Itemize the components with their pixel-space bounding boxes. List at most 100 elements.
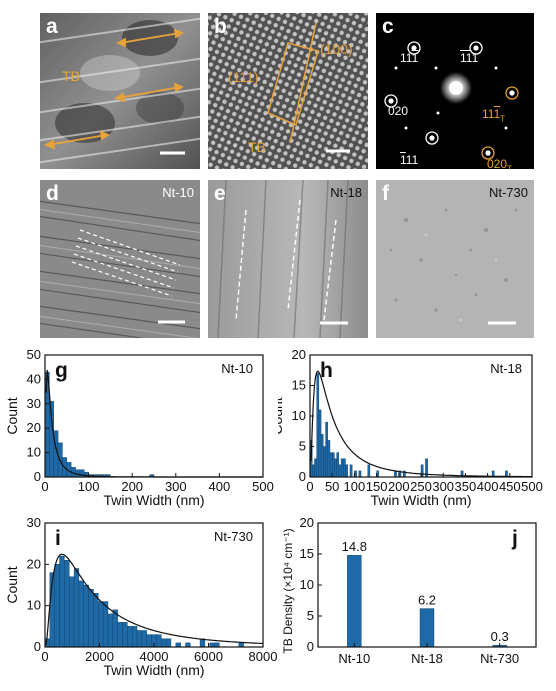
micrograph-d-image — [40, 180, 200, 338]
y-tick-label: 15 — [300, 546, 314, 561]
histogram-bar — [73, 568, 80, 648]
histogram-bar — [334, 458, 337, 478]
x-tick-label: 0 — [41, 479, 48, 494]
x-tick-label: 500 — [252, 479, 274, 494]
tb-label-b: TB — [248, 139, 266, 155]
panel-label-e: e — [214, 182, 226, 205]
histogram-bar — [98, 601, 104, 648]
histogram-bar — [325, 421, 328, 478]
histogram-bar — [358, 470, 362, 478]
sample-tag-g: Nt-10 — [221, 361, 253, 376]
histogram-bar — [323, 446, 326, 478]
sample-tag-f: Nt-730 — [488, 185, 528, 200]
histogram-bar — [44, 638, 51, 648]
spot-label: 111 — [400, 153, 419, 167]
plot-frame — [44, 354, 264, 478]
panel-label-c: c — [382, 15, 394, 38]
x-tick-label: 500 — [521, 479, 543, 494]
sample-tag-i: Nt-730 — [214, 529, 253, 544]
histogram-bar — [238, 642, 244, 648]
x-tick-label: 200 — [388, 479, 410, 494]
panel-label-i: i — [55, 527, 61, 550]
histogram-bar — [345, 464, 348, 478]
histogram-g: 0 100 200 300 400 500 0 10 20 30 40 50 Twin Width (n… — [4, 347, 274, 508]
histogram-bar — [367, 464, 371, 478]
histogram-bar — [343, 458, 346, 478]
histogram-bar — [117, 621, 123, 648]
histogram-bar — [112, 609, 118, 648]
y-tick-label: 5 — [299, 439, 306, 454]
histogram-bar — [78, 580, 84, 648]
panel-label-j: j — [511, 527, 518, 550]
histogram-bar — [107, 613, 114, 648]
category-label: Nt-10 — [338, 651, 370, 666]
category-label: Nt-18 — [411, 651, 443, 666]
x-tick-label: 8000 — [249, 649, 278, 664]
bar — [419, 608, 435, 648]
histogram-bar — [79, 469, 85, 478]
x-tick-label: 400 — [209, 479, 231, 494]
histogram-bar — [314, 458, 317, 478]
panel-label-h: h — [320, 359, 333, 382]
histogram-bar — [209, 642, 215, 648]
histogram-bar — [394, 470, 397, 478]
spot-label: 111 — [460, 51, 479, 65]
histogram-bar — [327, 440, 331, 478]
histogram-bar — [214, 642, 220, 648]
x-tick-label: 100 — [344, 479, 366, 494]
panel-label-g: g — [55, 359, 68, 382]
x-tick-label: 6000 — [194, 649, 223, 664]
histogram-bar — [88, 588, 94, 648]
histogram-bar — [64, 560, 70, 648]
histogram-bar — [312, 464, 315, 478]
x-tick-label: 4000 — [140, 649, 169, 664]
y-tick-label: 50 — [27, 347, 41, 362]
spot-label: 111 — [400, 51, 419, 65]
micrograph-b-image — [208, 13, 368, 169]
panel-label-d: d — [46, 182, 59, 205]
micrograph-e-image — [208, 180, 368, 338]
plane-label-111: (111) — [228, 69, 259, 85]
histogram-bar — [93, 593, 99, 648]
bar-data-label: 6.2 — [418, 593, 436, 608]
diffraction-pattern-c: c 111 111 020 111T 111 020T — [376, 13, 534, 169]
histogram-bar — [127, 626, 133, 648]
x-tick-label: 150 — [366, 479, 388, 494]
micrograph-f-image — [376, 180, 534, 338]
micrograph-a: a TB — [40, 13, 200, 169]
x-tick-label: 300 — [165, 479, 187, 494]
y-tick-label: 10 — [27, 445, 41, 460]
y-tick-label: 20 — [300, 515, 314, 530]
x-tick-label: 0 — [41, 649, 48, 664]
panel-label-b: b — [214, 15, 227, 38]
x-tick-label: 50 — [325, 479, 339, 494]
fit-curve — [45, 369, 263, 478]
plane-label-100: (100) — [320, 41, 353, 57]
x-tick-label: 0 — [306, 479, 313, 494]
spot-label: 111T — [482, 107, 506, 124]
histogram-bar — [69, 576, 75, 648]
histogram-bar — [318, 409, 322, 478]
histogram-bar — [316, 373, 320, 478]
panel-label-a: a — [46, 15, 58, 38]
tb-label-a: TB — [62, 68, 80, 84]
y-axis-label: Count — [4, 397, 20, 434]
sample-tag-h: Nt-18 — [490, 361, 522, 376]
y-tick-label: 0 — [34, 639, 41, 654]
x-tick-label: 200 — [121, 479, 143, 494]
micrograph-d: d Nt-10 — [40, 180, 200, 338]
y-tick-label: 10 — [300, 577, 314, 592]
histogram-bar — [83, 584, 89, 648]
y-tick-label: 30 — [27, 396, 41, 411]
micrograph-e: e Nt-18 — [208, 180, 368, 338]
histogram-bar — [141, 630, 147, 648]
spot-label: 020T — [487, 157, 512, 169]
histogram-i: 0 2000 4000 6000 8000 0 10 20 30 Twin Width (nm) C… — [4, 515, 278, 678]
histogram-bar — [161, 638, 167, 648]
sample-tag-e: Nt-18 — [330, 185, 362, 200]
histogram-h: 0 50 100 150 200 250 300 350 400 450 500 0 5 10 15 20 Tw… — [278, 347, 543, 508]
y-tick-label: 10 — [292, 408, 306, 423]
spot-label: 020 — [388, 104, 409, 118]
y-tick-label: 20 — [27, 420, 41, 435]
histogram-bar — [340, 458, 344, 478]
